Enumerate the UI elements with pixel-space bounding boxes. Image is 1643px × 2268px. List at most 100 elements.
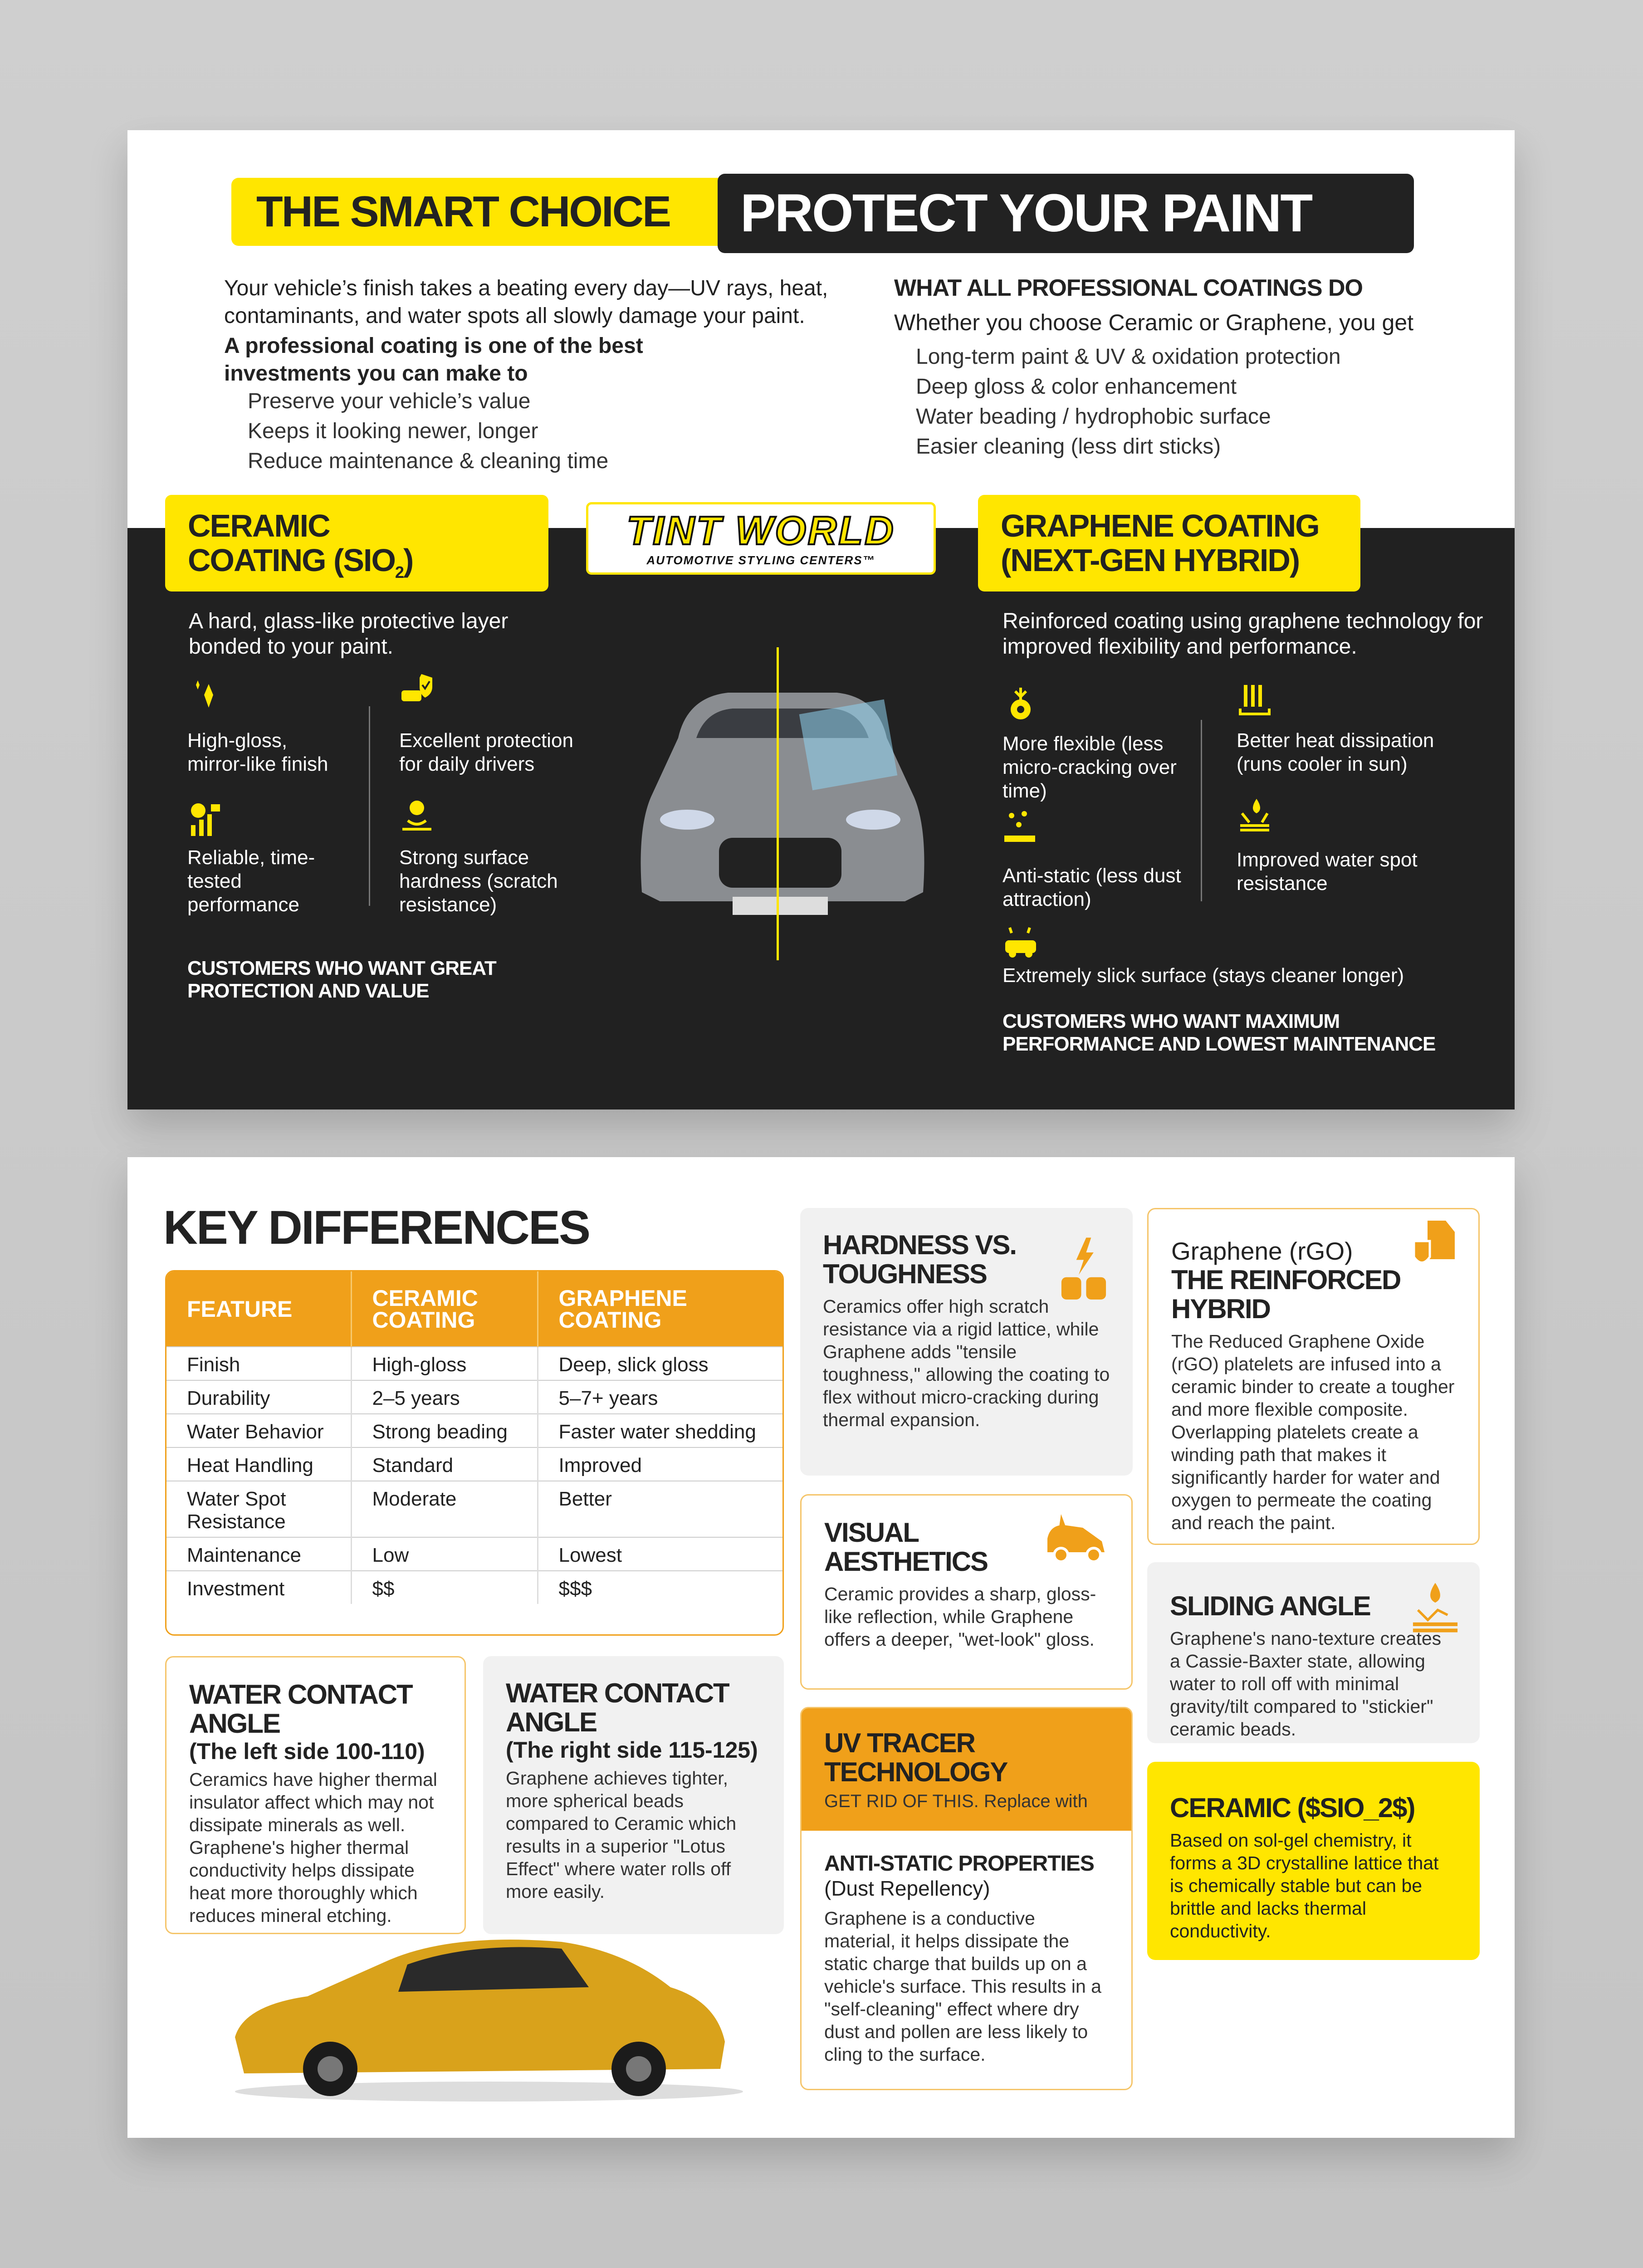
card-pretitle: Graphene (rGO): [1171, 1237, 1353, 1265]
card-body: Ceramics offer high scratch resistance v…: [823, 1296, 1110, 1430]
table-cell: $$: [351, 1570, 538, 1604]
card-body: Graphene is a conductive material, it he…: [824, 1908, 1101, 2065]
table-cell: Water Behavior: [166, 1413, 352, 1447]
bottom-panel: KEY DIFFERENCES FEATURE CERAMIC COATING …: [127, 1157, 1515, 2138]
heat-dissipation-icon: [1239, 685, 1271, 715]
table-cell: Moderate: [351, 1481, 538, 1537]
card-title: SLIDING ANGLE: [1170, 1591, 1371, 1621]
card-body: Graphene achieves tighter, more spherica…: [506, 1768, 737, 1902]
ceramic-title-line2: COATING (SIO2): [188, 543, 414, 582]
table-row: Finish High-gloss Deep, slick gloss: [166, 1346, 782, 1380]
coatings-heading: WHAT ALL PROFESSIONAL COATINGS DO: [894, 275, 1363, 301]
intro-paragraph: Your vehicle’s finish takes a beating ev…: [224, 276, 828, 328]
table-cell: Water Spot Resistance: [166, 1481, 352, 1537]
table-cell: Standard: [351, 1447, 538, 1481]
ceramic-divider: [369, 706, 370, 906]
car-star-icon: [1047, 1514, 1105, 1563]
list-item: Water beading / hydrophobic surface: [916, 405, 1271, 429]
card-title: WATER CONTACT ANGLE: [189, 1679, 413, 1739]
yellow-camo-car-image: [235, 1940, 743, 2102]
table-cell: Deep, slick gloss: [538, 1346, 782, 1380]
sparkle-icon: [196, 680, 213, 708]
list-item: Preserve your vehicle’s value: [248, 389, 531, 413]
card-title: UV TRACER TECHNOLOGY: [824, 1728, 1008, 1787]
card-title: WATER CONTACT ANGLE: [506, 1678, 730, 1737]
tint-world-logo: TINT WORLD AUTOMOTIVE STYLING CENTERS™: [586, 502, 936, 575]
water-contact-left-card: WATER CONTACT ANGLE (The left side 100-1…: [165, 1656, 466, 1934]
graphene-feature-flexible: More flexible (less micro-cracking over …: [1002, 733, 1177, 802]
table-row: Maintenance Low Lowest: [166, 1537, 782, 1571]
logo-wordmark: TINT WORLD: [626, 507, 895, 554]
card-title: CERAMIC ($SIO_2$): [1170, 1793, 1415, 1823]
table-row: Investment $$ $$$: [166, 1570, 782, 1604]
card-body: Graphene's nano-texture creates a Cassie…: [1170, 1628, 1442, 1740]
table-header: CERAMIC COATING: [351, 1271, 538, 1347]
ceramic-feature-hardness: Strong surface hardness (scratch resista…: [399, 846, 558, 916]
card-body: Based on sol-gel chemistry, it forms a 3…: [1170, 1830, 1439, 1941]
slick-car-icon: [1005, 927, 1036, 958]
table-cell: Lowest: [538, 1537, 782, 1571]
list-item: Long-term paint & UV & oxidation protect…: [916, 345, 1341, 369]
table-cell: Low: [351, 1537, 538, 1571]
table-header: GRAPHENE COATING: [538, 1271, 782, 1347]
ceramic-sio2-card: CERAMIC ($SIO_2$) Based on sol-gel chemi…: [1147, 1762, 1480, 1960]
ceramic-feature-gloss: High-gloss, mirror-like finish: [187, 729, 328, 775]
table-cell: $$$: [538, 1570, 782, 1604]
table-cell: Maintenance: [166, 1537, 352, 1571]
table-cell: High-gloss: [351, 1346, 538, 1380]
ceramic-title-line1: CERAMIC: [188, 508, 331, 543]
card-body: Ceramic provides a sharp, gloss-like ref…: [824, 1584, 1096, 1650]
table-cell: Improved: [538, 1447, 782, 1481]
uv-tracer-header: UV TRACER TECHNOLOGY GET RID OF THIS. Re…: [802, 1708, 1131, 1831]
coatings-list: Long-term paint & UV & oxidation protect…: [916, 342, 1341, 462]
comparison-table: FEATURE CERAMIC COATING GRAPHENE COATING…: [165, 1270, 784, 1636]
rgo-hybrid-card: Graphene (rGO) THE REINFORCED HYBRID The…: [1147, 1208, 1480, 1545]
uv-antistatic-card: UV TRACER TECHNOLOGY GET RID OF THIS. Re…: [800, 1707, 1133, 2090]
water-contact-right-card: WATER CONTACT ANGLE (The right side 115-…: [483, 1656, 784, 1934]
visual-aesthetics-card: VISUAL AESTHETICS Ceramic provides a sha…: [800, 1494, 1133, 1690]
logo-tagline: AUTOMOTIVE STYLING CENTERS™: [646, 553, 875, 567]
card-subtitle: (Dust Repellency): [824, 1877, 990, 1900]
coatings-lead: Whether you choose Ceramic or Graphene, …: [894, 310, 1414, 335]
ceramic-feature-reliable: Reliable, time-tested performance: [187, 846, 315, 916]
list-item: Deep gloss & color enhancement: [916, 375, 1237, 399]
table-row: Heat Handling Standard Improved: [166, 1447, 782, 1481]
table-cell: Heat Handling: [166, 1447, 352, 1481]
intro-lead: A professional coating is one of the bes…: [224, 334, 643, 386]
split-divider-line: [777, 647, 779, 960]
smart-choice-tag: THE SMART CHOICE: [231, 178, 721, 246]
table-cell: 2–5 years: [351, 1380, 538, 1414]
reliability-chart-icon: [191, 803, 220, 836]
card-title: VISUAL AESTHETICS: [824, 1517, 988, 1577]
top-panel: THE SMART CHOICE PROTECT YOUR PAINT Your…: [127, 130, 1515, 1110]
card-title: THE REINFORCED HYBRID: [1171, 1265, 1401, 1324]
surface-hardness-icon: [402, 801, 431, 831]
graphene-title: GRAPHENE COATING (NEXT-GEN HYBRID): [978, 495, 1360, 591]
graphene-divider: [1201, 720, 1202, 901]
card-subtitle: (The right side 115-125): [506, 1737, 758, 1763]
graphene-feature-heat: Better heat dissipation (runs cooler in …: [1237, 729, 1434, 775]
ceramic-customers: CUSTOMERS WHO WANT GREAT PROTECTION AND …: [187, 957, 497, 1002]
graphene-title-line1: GRAPHENE COATING: [1001, 508, 1320, 543]
table-cell: Finish: [166, 1346, 352, 1380]
card-body: Ceramics have higher thermal insulator a…: [189, 1769, 437, 1926]
uv-note: GET RID OF THIS. Replace with: [824, 1791, 1088, 1811]
list-item: Easier cleaning (less dirt sticks): [916, 435, 1221, 459]
list-item: Keeps it looking newer, longer: [248, 419, 538, 443]
car-split-illustration: [641, 693, 924, 915]
graphene-description: Reinforced coating using graphene techno…: [1002, 609, 1483, 659]
table-cell: Strong beading: [351, 1413, 538, 1447]
graphene-customers: CUSTOMERS WHO WANT MAXIMUM PERFORMANCE A…: [1002, 1010, 1436, 1055]
intro-list: Preserve your vehicle’s value Keeps it l…: [248, 386, 608, 476]
table-cell: Faster water shedding: [538, 1413, 782, 1447]
table-cell: 5–7+ years: [538, 1380, 782, 1414]
car-shield-icon: [401, 674, 432, 701]
graphene-feature-waterspot: Improved water spot resistance: [1237, 849, 1418, 894]
sliding-angle-card: SLIDING ANGLE Graphene's nano-texture cr…: [1147, 1562, 1480, 1743]
card-title: ANTI-STATIC PROPERTIES: [824, 1852, 1095, 1876]
table-cell: Investment: [166, 1570, 352, 1604]
shield-door-icon: [1413, 1221, 1455, 1264]
table-row: Water Behavior Strong beading Faster water…: [166, 1413, 782, 1447]
table-header: FEATURE: [166, 1271, 352, 1347]
card-subtitle: (The left side 100-110): [189, 1739, 425, 1764]
